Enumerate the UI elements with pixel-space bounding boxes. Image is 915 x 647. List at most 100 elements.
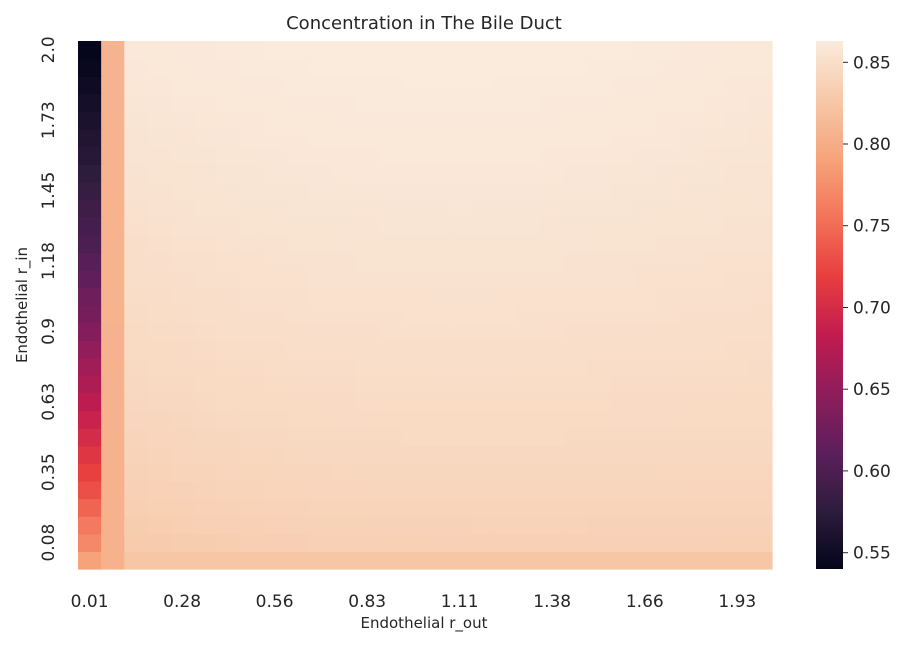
heatmap-cell (471, 481, 495, 500)
heatmap-cell (193, 58, 218, 77)
heatmap-cell (656, 375, 681, 394)
heatmap-cell (378, 357, 403, 376)
heatmap-cell (517, 199, 542, 218)
heatmap-cell (286, 41, 310, 60)
heatmap-cell (471, 217, 495, 236)
heatmap-cell (124, 234, 148, 253)
heatmap-cell (263, 428, 287, 447)
heatmap-cell (378, 58, 403, 77)
heatmap-cell (263, 58, 287, 77)
heatmap-cell (332, 58, 357, 77)
heatmap-cell (725, 340, 750, 359)
heatmap-cell (471, 164, 495, 183)
heatmap-cell (355, 445, 380, 464)
heatmap-cell (517, 357, 542, 376)
x-tick-label: 0.01 (71, 592, 109, 612)
heatmap-cell (309, 498, 334, 517)
heatmap-cell (78, 481, 102, 500)
heatmap-cell (448, 551, 472, 570)
heatmap-cell (101, 428, 125, 447)
heatmap-cell (633, 393, 657, 412)
heatmap-cell (286, 357, 310, 376)
heatmap-cell (193, 234, 218, 253)
heatmap-cell (448, 164, 472, 183)
heatmap-cell (101, 287, 125, 306)
heatmap-cell (239, 516, 264, 535)
heatmap-cell (517, 498, 542, 517)
heatmap-cell (540, 305, 565, 324)
heatmap-cell (101, 393, 125, 412)
heatmap-cell (494, 322, 519, 341)
heatmap-cell (378, 463, 403, 482)
heatmap-cell (401, 340, 426, 359)
heatmap-cell (401, 393, 426, 412)
heatmap-cell (286, 533, 310, 552)
heatmap-cell (355, 393, 380, 412)
heatmap-cell (748, 498, 773, 517)
heatmap-cell (748, 533, 773, 552)
heatmap-cell (702, 287, 727, 306)
heatmap-cell (170, 146, 195, 165)
heatmap-cell (239, 410, 264, 429)
heatmap-cell (355, 164, 380, 183)
heatmap-cell (101, 199, 125, 218)
heatmap-cell (216, 463, 241, 482)
heatmap-cell (124, 305, 148, 324)
heatmap-cell (725, 305, 750, 324)
heatmap-cell (633, 76, 657, 95)
heatmap-cell (471, 445, 495, 464)
heatmap-cell (540, 533, 565, 552)
heatmap-cell (170, 375, 195, 394)
heatmap-cell (216, 146, 241, 165)
heatmap-cell (656, 463, 681, 482)
heatmap-cell (355, 375, 380, 394)
heatmap-cell (517, 58, 542, 77)
heatmap-cell (586, 146, 611, 165)
heatmap-cell (332, 410, 357, 429)
heatmap-cell (401, 252, 426, 271)
heatmap-cell (702, 516, 727, 535)
heatmap-cell (193, 217, 218, 236)
heatmap-cell (263, 322, 287, 341)
heatmap-cell (101, 93, 125, 112)
heatmap-cell (425, 217, 449, 236)
heatmap-cell (378, 393, 403, 412)
heatmap-cell (239, 393, 264, 412)
heatmap-cell (725, 58, 750, 77)
heatmap-cell (101, 340, 125, 359)
heatmap-cell (355, 463, 380, 482)
heatmap-cell (610, 41, 634, 60)
heatmap-cell (401, 551, 426, 570)
heatmap-cell (540, 463, 565, 482)
heatmap-cell (610, 498, 634, 517)
heatmap-cell (425, 269, 449, 288)
heatmap-cell (263, 393, 287, 412)
heatmap-cell (239, 199, 264, 218)
heatmap-cell (332, 129, 357, 148)
heatmap-cell (610, 375, 634, 394)
heatmap-cell (239, 93, 264, 112)
heatmap-cell (448, 322, 472, 341)
heatmap-cell (656, 445, 681, 464)
heatmap-cell (286, 146, 310, 165)
heatmap-cell (124, 463, 148, 482)
heatmap-cell (239, 217, 264, 236)
heatmap-cell (124, 111, 148, 130)
heatmap-cell (355, 551, 380, 570)
heatmap-cell (540, 199, 565, 218)
heatmap-cell (263, 305, 287, 324)
heatmap-cell (679, 463, 704, 482)
heatmap-cell (679, 340, 704, 359)
heatmap-cell (610, 445, 634, 464)
heatmap-cell (216, 164, 241, 183)
heatmap-cell (748, 111, 773, 130)
heatmap-cell (425, 146, 449, 165)
heatmap-cell (193, 269, 218, 288)
heatmap-cell (702, 305, 727, 324)
heatmap-cell (517, 287, 542, 306)
heatmap-cell (170, 199, 195, 218)
heatmap-cell (401, 93, 426, 112)
heatmap-cell (702, 58, 727, 77)
heatmap-cell (355, 287, 380, 306)
heatmap-cell (193, 93, 218, 112)
